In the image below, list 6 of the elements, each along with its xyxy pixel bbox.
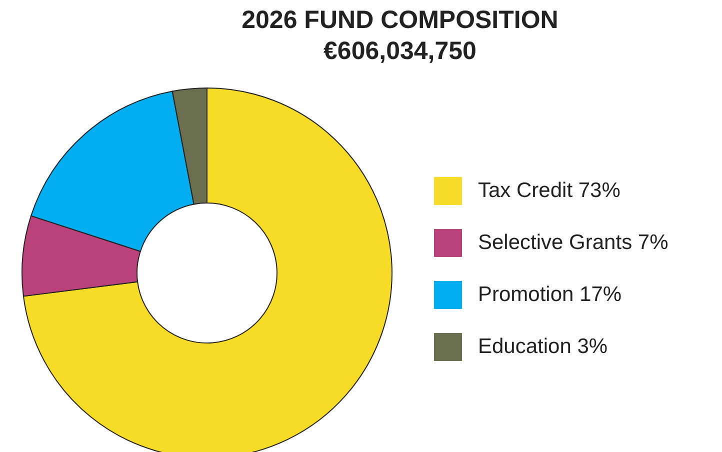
legend-label: Tax Credit 73% — [478, 179, 620, 203]
chart-subtitle: €606,034,750 — [322, 37, 478, 66]
legend-label: Promotion 17% — [478, 283, 622, 307]
chart-title: 2026 FUND COMPOSITION — [240, 6, 560, 35]
legend-label: Education 3% — [478, 335, 608, 359]
legend-label: Selective Grants 7% — [478, 231, 668, 255]
